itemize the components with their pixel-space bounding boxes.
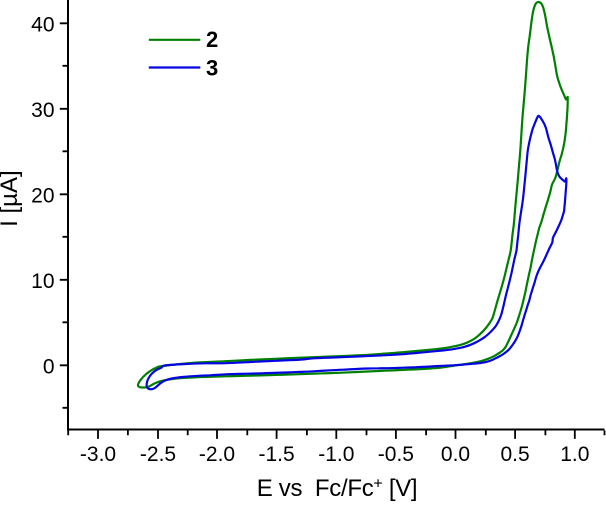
svg-text:-2.5: -2.5 xyxy=(140,443,176,466)
svg-text:3: 3 xyxy=(206,55,218,80)
svg-text:2: 2 xyxy=(206,27,218,52)
svg-text:40: 40 xyxy=(31,14,54,37)
svg-text:-2.0: -2.0 xyxy=(199,443,235,466)
svg-text:I [µA]: I [µA] xyxy=(0,170,23,227)
svg-text:20: 20 xyxy=(31,185,54,208)
svg-text:-1.0: -1.0 xyxy=(318,443,354,466)
svg-text:-1.5: -1.5 xyxy=(259,443,295,466)
svg-text:1.0: 1.0 xyxy=(560,443,589,466)
svg-text:0.5: 0.5 xyxy=(500,443,529,466)
svg-text:-3.0: -3.0 xyxy=(80,443,116,466)
svg-text:0.0: 0.0 xyxy=(441,443,470,466)
svg-text:30: 30 xyxy=(31,99,54,122)
svg-text:10: 10 xyxy=(31,270,54,293)
svg-text:0: 0 xyxy=(43,356,55,379)
svg-text:-0.5: -0.5 xyxy=(378,443,414,466)
svg-text:E vs Fc/Fc+ [V]: E vs Fc/Fc+ [V] xyxy=(257,475,418,502)
